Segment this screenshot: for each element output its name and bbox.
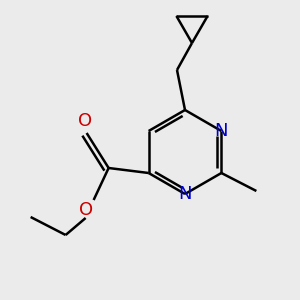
- Text: N: N: [178, 185, 192, 203]
- Text: O: O: [79, 201, 93, 219]
- Text: N: N: [214, 122, 228, 140]
- Text: O: O: [78, 112, 92, 130]
